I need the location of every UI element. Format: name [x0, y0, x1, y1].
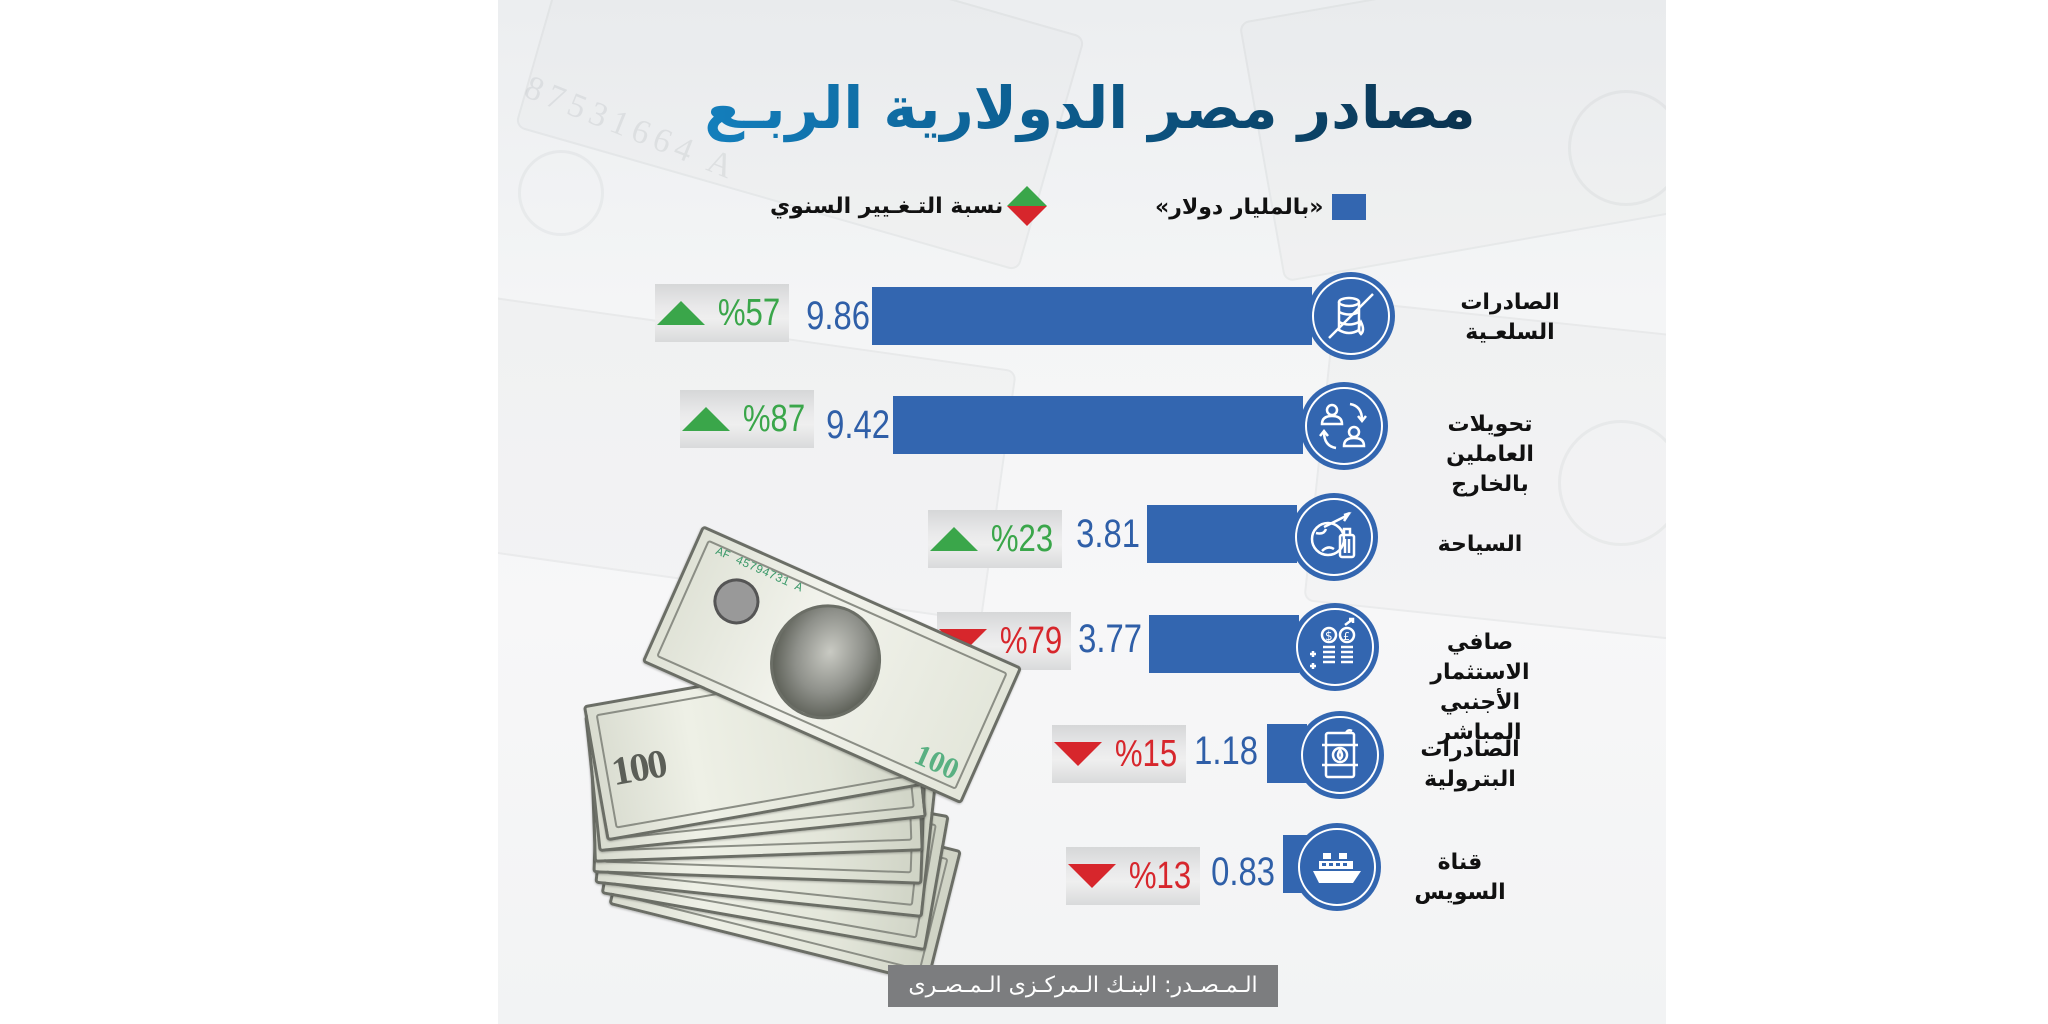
up-down-diamond-icon	[1007, 186, 1048, 226]
row-label-line: قناة	[1437, 850, 1483, 875]
row-label-line: السياحة	[1437, 532, 1523, 557]
row-label-line: تحويلات العاملين	[1446, 412, 1534, 467]
background-seal	[1568, 90, 1666, 206]
change-badge: %57	[655, 284, 789, 342]
row-label-line: بالخارج	[1451, 472, 1529, 497]
svg-text:$: $	[1325, 629, 1333, 643]
bar-value: 9.42	[826, 403, 890, 447]
legend-change-label: نسبة التـغـيير السنوي	[770, 193, 1004, 219]
down-arrow-icon	[1053, 742, 1102, 766]
change-badge: %15	[1052, 725, 1186, 783]
up-arrow-icon	[656, 301, 705, 325]
row-label-line: البترولية	[1424, 767, 1516, 792]
source-caption: الـمـصـدر: البنـك الـمركـزى الـمـصـرى	[888, 965, 1278, 1007]
change-value: %23	[990, 517, 1054, 560]
change-value: %15	[1114, 732, 1178, 775]
bar	[1149, 615, 1299, 673]
row-label-line: الصادرات	[1420, 737, 1520, 762]
barrel-no-oil-icon	[1307, 272, 1395, 360]
money-stack-image: 100 100 100 100 100 100 100 AF 45794731 …	[582, 525, 1023, 1005]
bar-value: 3.77	[1078, 617, 1142, 661]
investment-coins-icon: $ £	[1291, 603, 1379, 691]
change-value: %79	[999, 619, 1063, 662]
change-value: %57	[717, 291, 781, 334]
down-arrow-icon	[1067, 864, 1116, 888]
bar	[1147, 505, 1297, 563]
row-label-line: السويس	[1414, 880, 1506, 905]
people-transfer-icon	[1300, 382, 1388, 470]
page-title: مصادر مصر الدولارية الربـع الأول 2025	[630, 68, 1550, 222]
svg-text:£: £	[1343, 630, 1350, 643]
row-label: قناة السويس	[1395, 848, 1525, 908]
change-badge: %13	[1066, 847, 1200, 905]
bar-value: 9.86	[806, 294, 870, 338]
up-arrow-icon	[681, 407, 730, 431]
row-label: الصادرات السلعـية	[1415, 288, 1605, 348]
legend-unit: «بالمليار دولار»	[1155, 192, 1366, 222]
ship-icon	[1293, 823, 1381, 911]
legend-swatch-icon	[1331, 194, 1366, 220]
change-value: %87	[742, 397, 806, 440]
bar-value: 3.81	[1076, 512, 1140, 556]
row-label-line: السلعـية	[1465, 320, 1555, 345]
up-arrow-icon	[929, 527, 978, 551]
oil-barrel-icon	[1296, 711, 1384, 799]
background-seal	[518, 150, 604, 236]
row-label-line: الأجنبي المباشر	[1438, 690, 1522, 745]
bar	[872, 287, 1312, 345]
background-seal	[1558, 420, 1666, 546]
row-label-line: صافي الاستثمار	[1430, 630, 1530, 685]
row-label: صافي الاستثمار الأجنبي المباشر	[1395, 628, 1565, 748]
legend-change: نسبة التـغـيير السنوي	[770, 186, 1048, 226]
bar-value: 1.18	[1194, 729, 1258, 773]
row-label: تحويلات العاملين بالخارج	[1405, 410, 1575, 500]
change-badge: %23	[928, 510, 1062, 568]
change-value: %13	[1128, 854, 1192, 897]
row-label-line: الصادرات	[1460, 290, 1560, 315]
legend-unit-label: «بالمليار دولار»	[1155, 194, 1324, 220]
change-badge: %87	[680, 390, 814, 448]
globe-travel-icon	[1290, 493, 1378, 581]
bar-value: 0.83	[1211, 850, 1275, 894]
bar	[893, 396, 1303, 454]
row-label: السياحة	[1405, 530, 1555, 560]
row-label: الصادرات البترولية	[1395, 735, 1545, 795]
